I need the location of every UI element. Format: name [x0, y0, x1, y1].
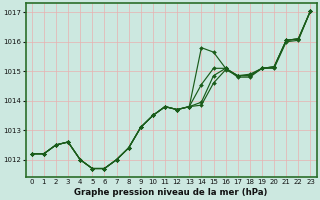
X-axis label: Graphe pression niveau de la mer (hPa): Graphe pression niveau de la mer (hPa): [74, 188, 268, 197]
